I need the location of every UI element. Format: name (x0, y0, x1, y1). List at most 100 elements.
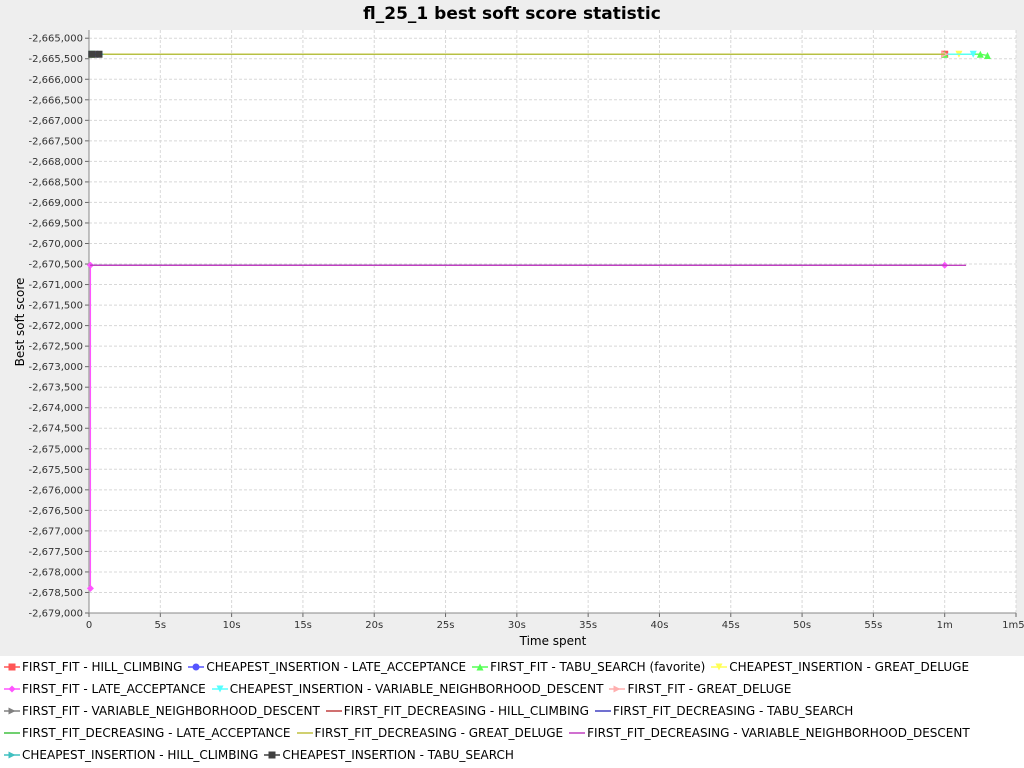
legend-label: FIRST_FIT_DECREASING - GREAT_DELUGE (314, 726, 564, 740)
x-tick-label: 55s (864, 620, 882, 631)
x-tick-label: 0 (86, 620, 92, 631)
y-tick-label: -2,671,500 (28, 301, 83, 312)
legend-row: CHEAPEST_INSERTION - HILL_CLIMBING CHEAPE… (4, 744, 520, 766)
y-tick-label: -2,670,500 (28, 260, 83, 271)
legend-label: CHEAPEST_INSERTION - VARIABLE_NEIGHBORHO… (229, 682, 604, 696)
series-marker (476, 663, 484, 671)
y-tick-label: -2,674,500 (28, 424, 83, 435)
y-tick-label: -2,669,000 (28, 198, 83, 209)
legend-row: FIRST_FIT - LATE_ACCEPTANCE CHEAPEST_INSE… (4, 678, 797, 700)
legend-swatch (296, 732, 313, 734)
legend-swatch (711, 663, 728, 671)
x-tick-label: 1m (937, 620, 953, 631)
legend-item: FIRST_FIT_DECREASING - HILL_CLIMBING (325, 704, 589, 718)
y-tick-label: -2,667,000 (28, 116, 83, 127)
legend-swatch (264, 751, 281, 759)
legend-item: FIRST_FIT - GREAT_DELUGE (609, 682, 791, 696)
x-tick-label: 35s (579, 620, 597, 631)
series-marker (8, 751, 16, 759)
x-tick-label: 30s (508, 620, 526, 631)
legend-item: FIRST_FIT_DECREASING - GREAT_DELUGE (296, 726, 564, 740)
legend-swatch (4, 707, 20, 715)
axes: -2,665,000 -2,665,500 -2,666,000 -2,666,500… (28, 30, 1024, 631)
legend-item: CHEAPEST_INSERTION - GREAT_DELUGE (711, 660, 969, 674)
legend-item: CHEAPEST_INSERTION - LATE_ACCEPTANCE (188, 660, 466, 674)
legend-label: FIRST_FIT_DECREASING - TABU_SEARCH (612, 704, 854, 718)
y-tick-label: -2,676,000 (28, 485, 83, 496)
legend-swatch (472, 663, 489, 671)
legend-item: FIRST_FIT_DECREASING - LATE_ACCEPTANCE (4, 726, 291, 740)
legend-swatch (188, 663, 205, 671)
legend-item: FIRST_FIT - TABU_SEARCH (favorite) (472, 660, 705, 674)
series-marker (613, 685, 621, 693)
legend-label: FIRST_FIT_DECREASING - HILL_CLIMBING (343, 704, 589, 718)
x-tick-label: 1m5s (1002, 620, 1024, 631)
legend-swatch (4, 685, 20, 693)
x-tick-label: 10s (223, 620, 241, 631)
y-tick-label: -2,678,500 (28, 588, 83, 599)
x-tick-label: 40s (650, 620, 668, 631)
y-tick-label: -2,673,000 (28, 362, 83, 373)
legend-label: CHEAPEST_INSERTION - LATE_ACCEPTANCE (206, 660, 467, 674)
plot-area (89, 30, 1016, 613)
y-axis-label: Best soft score (13, 278, 27, 367)
y-tick-label: -2,670,000 (28, 239, 83, 250)
y-tick-label: -2,675,000 (28, 444, 83, 455)
legend-label: CHEAPEST_INSERTION - HILL_CLIMBING (22, 748, 259, 762)
x-tick-label: 5s (155, 620, 167, 631)
series-marker (715, 663, 723, 671)
legend-label: FIRST_FIT_DECREASING - LATE_ACCEPTANCE (22, 726, 291, 740)
legend-row: FIRST_FIT - VARIABLE_NEIGHBORHOOD_DESCEN… (4, 700, 859, 722)
legend-item: FIRST_FIT_DECREASING - VARIABLE_NEIGHBOR… (569, 726, 970, 740)
legend: FIRST_FIT - HILL_CLIMBING CHEAPEST_INSERT… (0, 656, 1024, 768)
y-tick-label: -2,671,000 (28, 280, 83, 291)
y-tick-label: -2,666,000 (28, 75, 83, 86)
series-marker (95, 50, 103, 58)
legend-label: CHEAPEST_INSERTION - GREAT_DELUGE (729, 660, 970, 674)
legend-item: CHEAPEST_INSERTION - HILL_CLIMBING (4, 748, 258, 762)
y-tick-label: -2,672,000 (28, 321, 83, 332)
x-axis-label: Time spent (519, 634, 587, 648)
legend-row: FIRST_FIT - HILL_CLIMBING CHEAPEST_INSERT… (4, 656, 975, 678)
legend-label: FIRST_FIT - GREAT_DELUGE (627, 682, 792, 696)
y-tick-label: -2,668,500 (28, 177, 83, 188)
series-15 (88, 50, 103, 58)
y-tick-label: -2,665,500 (28, 54, 83, 65)
legend-label: FIRST_FIT - LATE_ACCEPTANCE (22, 682, 206, 696)
y-tick-label: -2,666,500 (28, 95, 83, 106)
chart: fl_25_1 best soft score statistic -2,665… (13, 4, 1024, 648)
x-tick-label: 50s (793, 620, 811, 631)
y-tick-label: -2,673,500 (28, 383, 83, 394)
legend-label: FIRST_FIT - HILL_CLIMBING (22, 660, 183, 674)
y-tick-label: -2,668,000 (28, 157, 83, 168)
series-marker (86, 584, 94, 592)
series-marker (8, 707, 16, 715)
legend-swatch (609, 685, 626, 693)
series-marker (976, 50, 984, 58)
x-tick-label: 15s (294, 620, 312, 631)
series-marker (268, 751, 276, 759)
y-tick-label: -2,676,500 (28, 506, 83, 517)
y-tick-label: -2,677,000 (28, 526, 83, 537)
legend-swatch (594, 710, 611, 712)
y-tick-label: -2,675,500 (28, 465, 83, 476)
legend-item: FIRST_FIT - LATE_ACCEPTANCE (4, 682, 206, 696)
series-marker (88, 50, 96, 58)
legend-item: FIRST_FIT - HILL_CLIMBING (4, 660, 182, 674)
y-tick-label: -2,672,500 (28, 342, 83, 353)
y-tick-label: -2,678,000 (28, 567, 83, 578)
y-tick-label: -2,667,500 (28, 136, 83, 147)
y-tick-label: -2,679,000 (28, 609, 83, 620)
series-marker (8, 663, 16, 671)
y-tick-label: -2,665,000 (28, 34, 83, 45)
series-marker (192, 663, 200, 671)
chart-title: fl_25_1 best soft score statistic (363, 4, 661, 24)
legend-swatch (211, 685, 228, 693)
legend-item: CHEAPEST_INSERTION - TABU_SEARCH (264, 748, 514, 762)
legend-swatch (569, 732, 586, 734)
y-tick-label: -2,674,000 (28, 403, 83, 414)
y-tick-label: -2,677,500 (28, 547, 83, 558)
series-marker (8, 685, 16, 693)
legend-swatch (4, 732, 20, 734)
legend-label: FIRST_FIT - VARIABLE_NEIGHBORHOOD_DESCEN… (22, 704, 320, 718)
